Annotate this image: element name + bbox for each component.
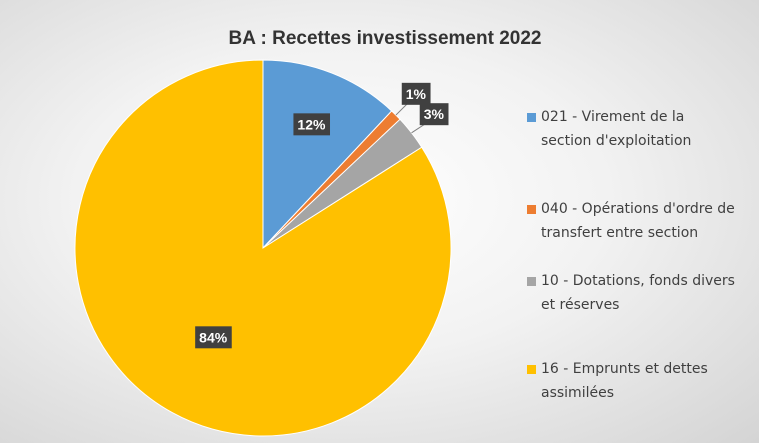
data-label: 3% xyxy=(419,103,449,126)
data-label-text: 1% xyxy=(406,86,427,102)
legend-label: 021 - Virement de la section d'exploitat… xyxy=(541,109,692,149)
pie-slice xyxy=(262,59,393,250)
legend-entry: 16 - Emprunts et dettes assimilées xyxy=(527,357,737,405)
legend-swatch xyxy=(527,277,536,286)
data-label-box xyxy=(195,326,232,349)
data-label-text: 12% xyxy=(297,116,326,132)
data-label: 84% xyxy=(195,326,232,349)
data-label-text: 3% xyxy=(424,106,445,122)
leader-line xyxy=(395,102,409,116)
chart-title: BA : Recettes investissement 2022 xyxy=(229,28,542,49)
data-label-box xyxy=(293,113,331,136)
legend-label: 16 - Emprunts et dettes assimilées xyxy=(541,361,708,401)
data-label-text: 84% xyxy=(199,329,228,345)
legend-label: 10 - Dotations, fonds divers et réserves xyxy=(541,273,735,313)
data-label-box xyxy=(419,103,449,126)
legend-swatch xyxy=(527,365,536,374)
data-label-box xyxy=(401,82,431,105)
data-label: 1% xyxy=(401,82,431,105)
pie-slice xyxy=(74,59,452,437)
legend-label: 040 - Opérations d'ordre de transfert en… xyxy=(541,201,735,241)
data-label: 12% xyxy=(293,113,331,136)
legend-entry: 021 - Virement de la section d'exploitat… xyxy=(527,105,737,153)
legend-entry: 10 - Dotations, fonds divers et réserves xyxy=(527,269,737,317)
legend-swatch xyxy=(527,113,536,122)
legend-entry: 040 - Opérations d'ordre de transfert en… xyxy=(527,197,737,245)
legend: 021 - Virement de la section d'exploitat… xyxy=(515,85,743,410)
legend-swatch xyxy=(527,205,536,214)
